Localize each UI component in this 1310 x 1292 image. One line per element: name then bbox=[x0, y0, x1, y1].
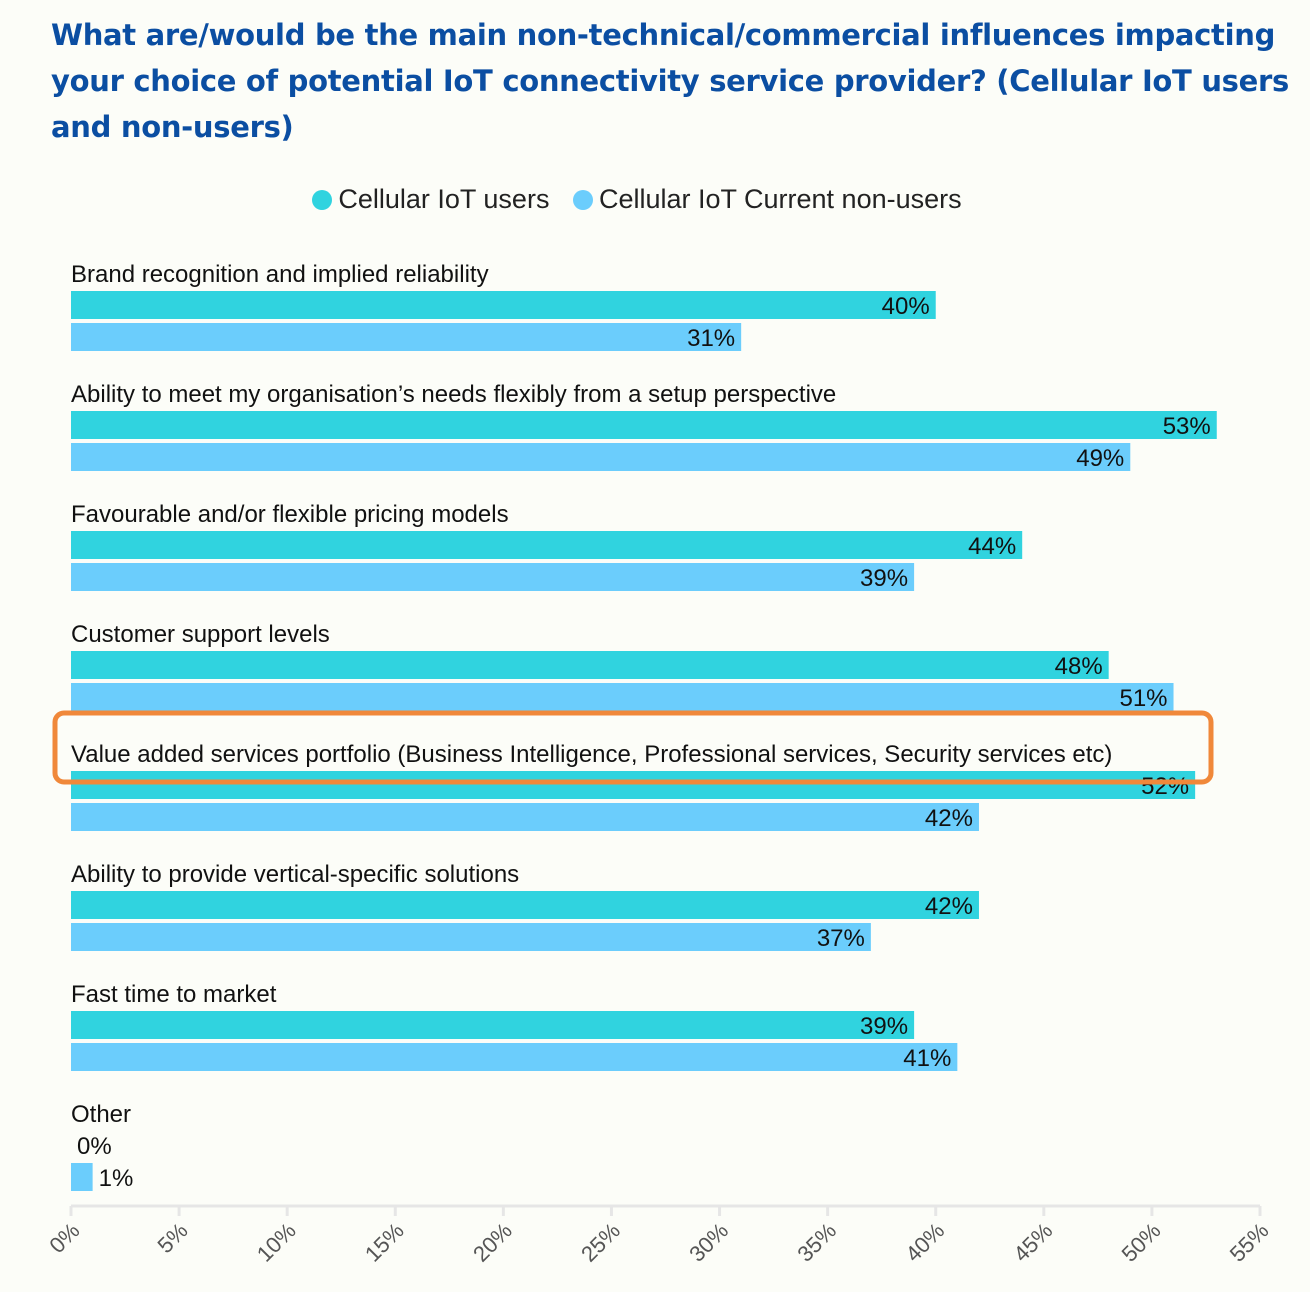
data-label: 41% bbox=[903, 1045, 951, 1072]
x-tick-label: 20% bbox=[468, 1218, 517, 1267]
bar bbox=[71, 771, 1196, 799]
bar bbox=[71, 1043, 958, 1071]
x-tick-label: 15% bbox=[360, 1218, 409, 1267]
legend-dot-icon bbox=[312, 189, 333, 210]
bar bbox=[71, 531, 1023, 559]
bar bbox=[71, 443, 1131, 471]
bar bbox=[71, 803, 979, 831]
bar bbox=[71, 891, 979, 919]
data-label: 42% bbox=[925, 893, 973, 920]
category-label: Other bbox=[71, 1101, 131, 1128]
data-label: 31% bbox=[687, 325, 735, 352]
data-label: 44% bbox=[968, 533, 1016, 560]
category-label: Favourable and/or flexible pricing model… bbox=[71, 501, 509, 528]
x-tick-label: 0% bbox=[44, 1218, 84, 1258]
bar bbox=[71, 1163, 93, 1191]
category-label: Ability to meet my organisation’s needs … bbox=[71, 381, 836, 408]
x-tick-label: 25% bbox=[576, 1218, 625, 1267]
bar bbox=[71, 563, 915, 591]
x-tick-label: 45% bbox=[1009, 1218, 1058, 1267]
category-label: Brand recognition and implied reliabilit… bbox=[71, 261, 489, 288]
data-label: 39% bbox=[860, 1013, 908, 1040]
legend-item-users: Cellular IoT users bbox=[312, 184, 549, 215]
x-tick-label: 40% bbox=[900, 1218, 949, 1267]
data-label: 40% bbox=[882, 293, 930, 320]
bar bbox=[71, 1011, 915, 1039]
legend: Cellular IoT users Cellular IoT Current … bbox=[0, 184, 1290, 217]
data-label: 42% bbox=[925, 805, 973, 832]
x-tick-label: 30% bbox=[684, 1218, 733, 1267]
x-tick-label: 55% bbox=[1225, 1218, 1274, 1267]
legend-dot-icon bbox=[572, 189, 593, 210]
legend-label: Cellular IoT users bbox=[338, 184, 550, 214]
bar bbox=[71, 651, 1109, 679]
data-label: 0% bbox=[77, 1133, 112, 1160]
chart-title: What are/would be the main non-technical… bbox=[51, 18, 1289, 144]
x-tick-label: 5% bbox=[152, 1218, 192, 1258]
legend-item-non-users: Cellular IoT Current non-users bbox=[572, 184, 962, 215]
bar bbox=[71, 291, 936, 319]
data-label: 53% bbox=[1163, 413, 1211, 440]
bar bbox=[71, 411, 1217, 439]
data-label: 37% bbox=[817, 925, 865, 952]
legend-label: Cellular IoT Current non-users bbox=[598, 184, 962, 214]
x-tick-label: 10% bbox=[252, 1218, 301, 1267]
data-label: 51% bbox=[1119, 685, 1167, 712]
bar bbox=[71, 923, 871, 951]
data-label: 52% bbox=[1141, 773, 1189, 800]
bar bbox=[71, 323, 742, 351]
category-label: Fast time to market bbox=[71, 981, 277, 1008]
category-label: Customer support levels bbox=[71, 621, 330, 648]
data-label: 49% bbox=[1076, 445, 1124, 472]
category-label: Value added services portfolio (Business… bbox=[71, 741, 1112, 768]
data-label: 39% bbox=[860, 565, 908, 592]
data-label: 1% bbox=[99, 1165, 134, 1192]
data-label: 48% bbox=[1055, 653, 1103, 680]
bar bbox=[71, 683, 1174, 711]
x-tick-label: 35% bbox=[792, 1218, 841, 1267]
highlight-box bbox=[52, 710, 1214, 785]
category-label: Ability to provide vertical-specific sol… bbox=[71, 861, 519, 888]
x-tick-label: 50% bbox=[1117, 1218, 1166, 1267]
